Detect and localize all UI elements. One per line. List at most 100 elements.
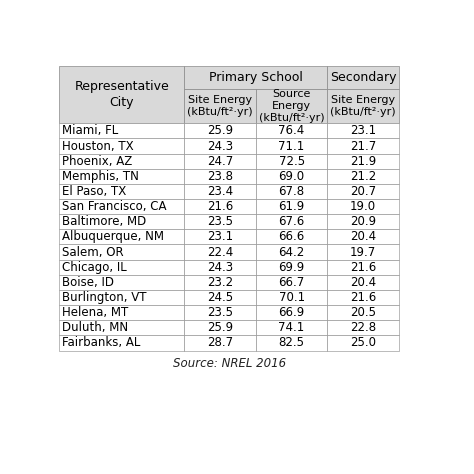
- Bar: [59, 336, 184, 350]
- Bar: [328, 214, 399, 229]
- Bar: [184, 275, 256, 290]
- Text: 24.7: 24.7: [207, 155, 233, 168]
- Text: 67.6: 67.6: [278, 215, 305, 228]
- Bar: [184, 336, 256, 350]
- Bar: [328, 138, 399, 154]
- Bar: [328, 184, 399, 199]
- Bar: [328, 336, 399, 350]
- Text: 20.7: 20.7: [350, 185, 376, 198]
- Bar: [328, 123, 399, 138]
- Bar: [184, 229, 256, 245]
- Text: Source: NREL 2016: Source: NREL 2016: [173, 357, 286, 370]
- Text: Representative
City: Representative City: [74, 80, 169, 109]
- Bar: [256, 245, 328, 260]
- Bar: [256, 169, 328, 184]
- Text: 19.7: 19.7: [350, 246, 376, 258]
- Bar: [184, 214, 256, 229]
- Text: 70.1: 70.1: [279, 291, 305, 304]
- Text: 71.1: 71.1: [278, 139, 305, 153]
- Bar: [328, 245, 399, 260]
- Text: 23.8: 23.8: [207, 170, 233, 183]
- Bar: [256, 320, 328, 336]
- Text: 25.9: 25.9: [207, 321, 233, 334]
- Text: 69.9: 69.9: [278, 261, 305, 273]
- Bar: [328, 66, 399, 89]
- Text: 24.5: 24.5: [207, 291, 233, 304]
- Text: 76.4: 76.4: [278, 124, 305, 137]
- Text: Boise, ID: Boise, ID: [62, 276, 114, 289]
- Text: 82.5: 82.5: [279, 337, 305, 349]
- Text: 23.1: 23.1: [350, 124, 376, 137]
- Bar: [59, 154, 184, 169]
- Bar: [256, 305, 328, 320]
- Bar: [184, 260, 256, 275]
- Bar: [59, 245, 184, 260]
- Bar: [256, 154, 328, 169]
- Text: Secondary: Secondary: [330, 71, 396, 84]
- Bar: [184, 169, 256, 184]
- Bar: [59, 229, 184, 245]
- Bar: [184, 184, 256, 199]
- Text: 23.4: 23.4: [207, 185, 233, 198]
- Bar: [59, 199, 184, 214]
- Text: 25.0: 25.0: [350, 337, 376, 349]
- Text: Houston, TX: Houston, TX: [62, 139, 134, 153]
- Text: Duluth, MN: Duluth, MN: [62, 321, 128, 334]
- Text: Burlington, VT: Burlington, VT: [62, 291, 146, 304]
- Bar: [59, 214, 184, 229]
- Text: 21.6: 21.6: [350, 261, 376, 273]
- Bar: [256, 290, 328, 305]
- Text: Miami, FL: Miami, FL: [62, 124, 118, 137]
- Bar: [256, 260, 328, 275]
- Bar: [256, 89, 328, 123]
- Bar: [256, 199, 328, 214]
- Text: 24.3: 24.3: [207, 261, 233, 273]
- Text: 20.9: 20.9: [350, 215, 376, 228]
- Bar: [59, 169, 184, 184]
- Text: 66.9: 66.9: [278, 306, 305, 319]
- Text: 64.2: 64.2: [278, 246, 305, 258]
- Bar: [328, 154, 399, 169]
- Bar: [184, 66, 328, 89]
- Bar: [59, 290, 184, 305]
- Bar: [59, 66, 184, 123]
- Bar: [328, 305, 399, 320]
- Bar: [184, 123, 256, 138]
- Bar: [328, 320, 399, 336]
- Text: 20.4: 20.4: [350, 276, 376, 289]
- Text: Fairbanks, AL: Fairbanks, AL: [62, 337, 141, 349]
- Bar: [184, 199, 256, 214]
- Bar: [256, 184, 328, 199]
- Text: 21.7: 21.7: [350, 139, 376, 153]
- Text: 74.1: 74.1: [278, 321, 305, 334]
- Text: 72.5: 72.5: [279, 155, 305, 168]
- Text: 21.6: 21.6: [350, 291, 376, 304]
- Bar: [256, 275, 328, 290]
- Bar: [184, 89, 256, 123]
- Bar: [59, 260, 184, 275]
- Text: Site Energy
(kBtu/ft²·yr): Site Energy (kBtu/ft²·yr): [330, 95, 396, 117]
- Bar: [256, 138, 328, 154]
- Bar: [184, 305, 256, 320]
- Text: 66.7: 66.7: [278, 276, 305, 289]
- Bar: [59, 138, 184, 154]
- Bar: [59, 320, 184, 336]
- Text: 22.4: 22.4: [207, 246, 233, 258]
- Bar: [184, 154, 256, 169]
- Bar: [59, 184, 184, 199]
- Bar: [256, 229, 328, 245]
- Text: Primary School: Primary School: [209, 71, 303, 84]
- Text: 22.8: 22.8: [350, 321, 376, 334]
- Text: 20.5: 20.5: [350, 306, 376, 319]
- Text: 66.6: 66.6: [278, 230, 305, 244]
- Text: 20.4: 20.4: [350, 230, 376, 244]
- Text: 24.3: 24.3: [207, 139, 233, 153]
- Bar: [256, 336, 328, 350]
- Bar: [59, 123, 184, 138]
- Bar: [328, 169, 399, 184]
- Bar: [328, 260, 399, 275]
- Text: Baltimore, MD: Baltimore, MD: [62, 215, 146, 228]
- Text: Site Energy
(kBtu/ft²·yr): Site Energy (kBtu/ft²·yr): [187, 95, 253, 117]
- Text: 23.5: 23.5: [207, 306, 233, 319]
- Text: 21.2: 21.2: [350, 170, 376, 183]
